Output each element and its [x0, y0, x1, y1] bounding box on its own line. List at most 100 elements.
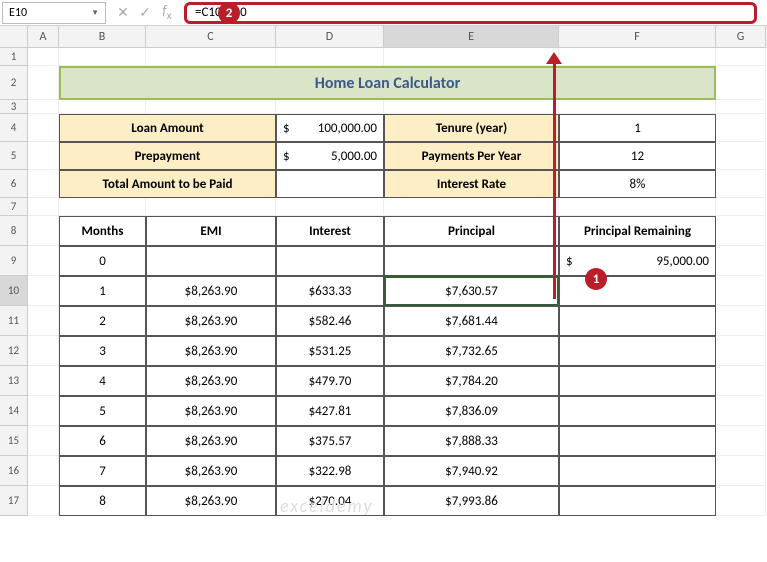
table-cell[interactable]: 5	[59, 396, 146, 426]
table-cell[interactable]: $582.46	[276, 306, 384, 336]
table-cell[interactable]: $7,681.44	[384, 306, 559, 336]
table-cell[interactable]: $8,263.90	[146, 486, 276, 516]
cell[interactable]	[716, 246, 766, 276]
cell[interactable]	[384, 198, 559, 216]
cell[interactable]	[28, 170, 59, 198]
row-header[interactable]: 17	[0, 486, 28, 516]
select-all-corner[interactable]	[0, 26, 28, 47]
cell[interactable]	[28, 142, 59, 170]
col-header-a[interactable]: A	[28, 26, 59, 47]
hdr-emi[interactable]: EMI	[146, 216, 276, 246]
row-header[interactable]: 5	[0, 142, 28, 170]
table-cell[interactable]: $8,263.90	[146, 426, 276, 456]
cell[interactable]	[28, 66, 59, 100]
ppy-value[interactable]: 12	[559, 142, 716, 170]
table-cell[interactable]	[559, 456, 716, 486]
hdr-interest[interactable]: Interest	[276, 216, 384, 246]
cell[interactable]	[559, 198, 716, 216]
table-cell[interactable]	[559, 276, 716, 306]
cell[interactable]	[716, 66, 766, 100]
selected-cell[interactable]: $7,630.57	[384, 276, 559, 306]
fx-icon[interactable]: fx	[158, 2, 176, 23]
cancel-icon[interactable]: ✕	[114, 4, 132, 21]
cell[interactable]	[716, 276, 766, 306]
name-box[interactable]: E10 ▼	[2, 2, 106, 24]
table-cell[interactable]: $633.33	[276, 276, 384, 306]
table-cell[interactable]: $7,784.20	[384, 366, 559, 396]
total-value[interactable]	[276, 170, 384, 198]
row-header[interactable]: 3	[0, 100, 28, 114]
table-cell[interactable]	[559, 486, 716, 516]
cell[interactable]	[28, 396, 59, 426]
col-header-c[interactable]: C	[146, 26, 276, 47]
cell[interactable]	[716, 100, 766, 114]
loan-amount-label[interactable]: Loan Amount	[59, 114, 276, 142]
cell[interactable]	[28, 246, 59, 276]
table-cell[interactable]: 0	[59, 246, 146, 276]
cell[interactable]	[146, 198, 276, 216]
col-header-e[interactable]: E	[384, 26, 559, 47]
cell[interactable]	[28, 48, 59, 66]
cell[interactable]	[716, 366, 766, 396]
col-header-f[interactable]: F	[559, 26, 716, 47]
table-cell[interactable]: 3	[59, 336, 146, 366]
cell[interactable]	[146, 48, 276, 66]
table-cell[interactable]: $8,263.90	[146, 276, 276, 306]
table-cell[interactable]: 1	[59, 276, 146, 306]
cell[interactable]	[716, 456, 766, 486]
row-header[interactable]: 15	[0, 426, 28, 456]
row-header[interactable]: 4	[0, 114, 28, 142]
table-cell[interactable]: $7,888.33	[384, 426, 559, 456]
cell[interactable]	[28, 100, 59, 114]
table-cell[interactable]: 4	[59, 366, 146, 396]
table-cell[interactable]: $7,836.09	[384, 396, 559, 426]
table-cell[interactable]	[146, 246, 276, 276]
confirm-icon[interactable]: ✓	[136, 4, 154, 21]
col-header-g[interactable]: G	[716, 26, 766, 47]
cell[interactable]	[59, 48, 146, 66]
cell[interactable]	[28, 426, 59, 456]
row-header[interactable]: 9	[0, 246, 28, 276]
table-cell[interactable]: $8,263.90	[146, 336, 276, 366]
cell[interactable]	[28, 276, 59, 306]
table-cell[interactable]: 8	[59, 486, 146, 516]
table-cell[interactable]: 7	[59, 456, 146, 486]
table-cell[interactable]: $479.70	[276, 366, 384, 396]
col-header-d[interactable]: D	[276, 26, 384, 47]
cell[interactable]	[384, 48, 559, 66]
ppy-label[interactable]: Payments Per Year	[384, 142, 559, 170]
cell[interactable]	[59, 100, 146, 114]
table-cell[interactable]: $8,263.90	[146, 366, 276, 396]
table-cell[interactable]: $7,993.86	[384, 486, 559, 516]
hdr-months[interactable]: Months	[59, 216, 146, 246]
cell[interactable]	[28, 486, 59, 516]
table-cell[interactable]: $322.98	[276, 456, 384, 486]
cell[interactable]	[716, 336, 766, 366]
table-cell[interactable]: $270.04	[276, 486, 384, 516]
cell[interactable]	[384, 100, 559, 114]
row-header[interactable]: 1	[0, 48, 28, 66]
cell[interactable]	[716, 114, 766, 142]
cell[interactable]	[716, 486, 766, 516]
table-cell[interactable]	[559, 396, 716, 426]
table-cell[interactable]: $8,263.90	[146, 456, 276, 486]
row-header[interactable]: 12	[0, 336, 28, 366]
table-cell[interactable]: $8,263.90	[146, 396, 276, 426]
cell[interactable]	[59, 198, 146, 216]
cell[interactable]	[716, 48, 766, 66]
cell[interactable]	[28, 216, 59, 246]
table-cell[interactable]: 6	[59, 426, 146, 456]
hdr-principal[interactable]: Principal	[384, 216, 559, 246]
cell[interactable]	[146, 100, 276, 114]
tenure-value[interactable]: 1	[559, 114, 716, 142]
chevron-down-icon[interactable]: ▼	[91, 8, 99, 18]
row-header[interactable]: 2	[0, 66, 28, 100]
table-cell[interactable]	[559, 306, 716, 336]
table-cell[interactable]: $95,000.00	[559, 246, 716, 276]
prepayment-label[interactable]: Prepayment	[59, 142, 276, 170]
table-cell[interactable]	[559, 336, 716, 366]
table-cell[interactable]	[559, 366, 716, 396]
cell[interactable]	[716, 142, 766, 170]
cell[interactable]	[716, 306, 766, 336]
table-cell[interactable]	[384, 246, 559, 276]
